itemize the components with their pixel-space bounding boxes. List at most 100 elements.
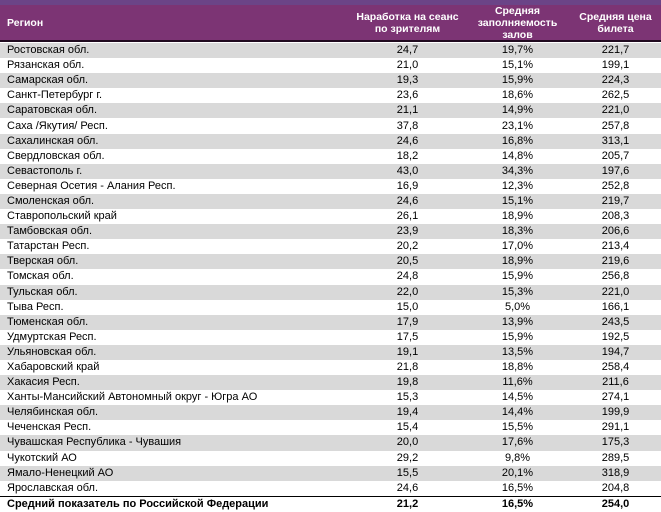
table-row: Ставропольский край 26,1 18,9% 208,3	[0, 209, 661, 225]
summary-label: Средний показатель по Российской Федерац…	[7, 497, 269, 510]
region-cell: Самарская обл.	[7, 74, 89, 87]
region-cell: Хакасия Респ.	[7, 376, 80, 389]
table-row: Хакасия Респ. 19,8 11,6% 211,6	[0, 375, 661, 391]
column-header-ticket-price: Средняя цена билета	[579, 11, 652, 35]
value-cell: 21,1	[396, 104, 419, 117]
value-cell: 18,9%	[501, 210, 534, 223]
value-cell: 5,0%	[504, 300, 531, 313]
region-cell: Чеченская Респ.	[7, 421, 92, 434]
table-row: Санкт-Петербург г. 23,6 18,6% 262,5	[0, 88, 661, 104]
value-cell: 37,8	[396, 119, 419, 132]
value-cell: 24,6	[396, 134, 419, 147]
value-cell: 22,0	[396, 285, 419, 298]
region-cell: Удмуртская Респ.	[7, 330, 97, 343]
summary-row: Средний показатель по Российской Федерац…	[0, 495, 661, 512]
region-cell: Татарстан Респ.	[7, 240, 90, 253]
table-row: Чеченская Респ. 15,4 15,5% 291,1	[0, 420, 661, 436]
value-cell: 19,1	[396, 345, 419, 358]
region-cell: Тамбовская обл.	[7, 225, 93, 238]
value-cell: 262,5	[601, 89, 630, 102]
value-cell: 21,8	[396, 361, 419, 374]
table-row: Севастополь г. 43,0 34,3% 197,6	[0, 163, 661, 179]
value-cell: 252,8	[601, 179, 630, 192]
region-cell: Севастополь г.	[7, 164, 83, 177]
value-cell: 16,9	[396, 179, 419, 192]
value-cell: 14,8%	[501, 149, 534, 162]
region-cell: Ставропольский край	[7, 210, 117, 223]
value-cell: 313,1	[601, 134, 630, 147]
value-cell: 15,9%	[501, 330, 534, 343]
value-cell: 13,9%	[501, 315, 534, 328]
value-cell: 19,3	[396, 74, 419, 87]
value-cell: 257,8	[601, 119, 630, 132]
value-cell: 23,9	[396, 225, 419, 238]
value-cell: 16,8%	[501, 134, 534, 147]
value-cell: 213,4	[601, 240, 630, 253]
region-cell: Тверская обл.	[7, 255, 79, 268]
table-row: Самарская обл. 19,3 15,9% 224,3	[0, 73, 661, 89]
value-cell: 14,5%	[501, 391, 534, 404]
region-cell: Тульская обл.	[7, 285, 78, 298]
table-row: Ямало-Ненецкий АО 15,5 20,1% 318,9	[0, 465, 661, 481]
value-cell: 19,8	[396, 376, 419, 389]
value-cell: 258,4	[601, 361, 630, 374]
value-cell: 24,8	[396, 270, 419, 283]
value-cell: 166,1	[601, 300, 630, 313]
value-cell: 17,9	[396, 315, 419, 328]
table-row: Чукотский АО 29,2 9,8% 289,5	[0, 450, 661, 466]
value-cell: 16,5%	[501, 481, 534, 494]
region-cell: Саратовская обл.	[7, 104, 98, 117]
table-row: Томская обл. 24,8 15,9% 256,8	[0, 269, 661, 285]
table-row: Сахалинская обл. 24,6 16,8% 313,1	[0, 133, 661, 149]
summary-ticket-price: 254,0	[601, 497, 630, 510]
value-cell: 194,7	[601, 345, 630, 358]
table-row: Северная Осетия - Алания Респ. 16,9 12,3% 2…	[0, 178, 661, 194]
column-header-occupancy: Средняя заполняемость залов	[477, 5, 558, 41]
value-cell: 219,7	[601, 194, 630, 207]
summary-occupancy: 16,5%	[501, 497, 534, 510]
value-cell: 19,4	[396, 406, 419, 419]
value-cell: 291,1	[601, 421, 630, 434]
value-cell: 34,3%	[501, 164, 534, 177]
region-cell: Санкт-Петербург г.	[7, 89, 103, 102]
value-cell: 192,5	[601, 330, 630, 343]
value-cell: 318,9	[601, 466, 630, 479]
value-cell: 15,0	[396, 300, 419, 313]
value-cell: 18,6%	[501, 89, 534, 102]
region-cell: Челябинская обл.	[7, 406, 99, 419]
value-cell: 15,5%	[501, 421, 534, 434]
table-row: Хабаровский край 21,8 18,8% 258,4	[0, 359, 661, 376]
region-cell: Хабаровский край	[7, 361, 100, 374]
region-cell: Тюменская обл.	[7, 315, 89, 328]
value-cell: 11,6%	[502, 376, 533, 389]
value-cell: 24,6	[396, 481, 419, 494]
value-cell: 221,0	[601, 285, 630, 298]
region-cell: Ханты-Мансийский Автономный округ - Югра…	[7, 391, 258, 404]
value-cell: 20,5	[396, 255, 419, 268]
table-row: Смоленская обл. 24,6 15,1% 219,7	[0, 193, 661, 210]
region-cell: Ямало-Ненецкий АО	[7, 466, 114, 479]
value-cell: 17,5	[396, 330, 419, 343]
value-cell: 221,7	[601, 44, 630, 57]
region-cell: Северная Осетия - Алания Респ.	[7, 179, 176, 192]
value-cell: 14,9%	[501, 104, 534, 117]
value-cell: 15,3%	[501, 285, 534, 298]
table-row: Рязанская обл. 21,0 15,1% 199,1	[0, 58, 661, 74]
table-row: Чувашская Республика - Чувашия 20,0 17,6% 1…	[0, 435, 661, 451]
value-cell: 256,8	[601, 270, 630, 283]
value-cell: 17,6%	[501, 436, 534, 449]
value-cell: 199,1	[601, 59, 630, 72]
value-cell: 26,1	[396, 210, 419, 223]
region-cell: Ростовская обл.	[7, 44, 90, 57]
value-cell: 18,9%	[501, 255, 534, 268]
summary-per-session-viewers: 21,2	[396, 497, 419, 510]
value-cell: 175,3	[601, 436, 630, 449]
value-cell: 15,1%	[501, 194, 534, 207]
table-row: Ульяновская обл. 19,1 13,5% 194,7	[0, 344, 661, 360]
table-row: Ярославская обл. 24,6 16,5% 204,8	[0, 480, 661, 496]
value-cell: 20,0	[396, 436, 419, 449]
value-cell: 206,6	[601, 225, 630, 238]
table-row: Тыва Респ. 15,0 5,0% 166,1	[0, 299, 661, 315]
value-cell: 15,3	[396, 391, 419, 404]
table-row: Тамбовская обл. 23,9 18,3% 206,6	[0, 224, 661, 240]
